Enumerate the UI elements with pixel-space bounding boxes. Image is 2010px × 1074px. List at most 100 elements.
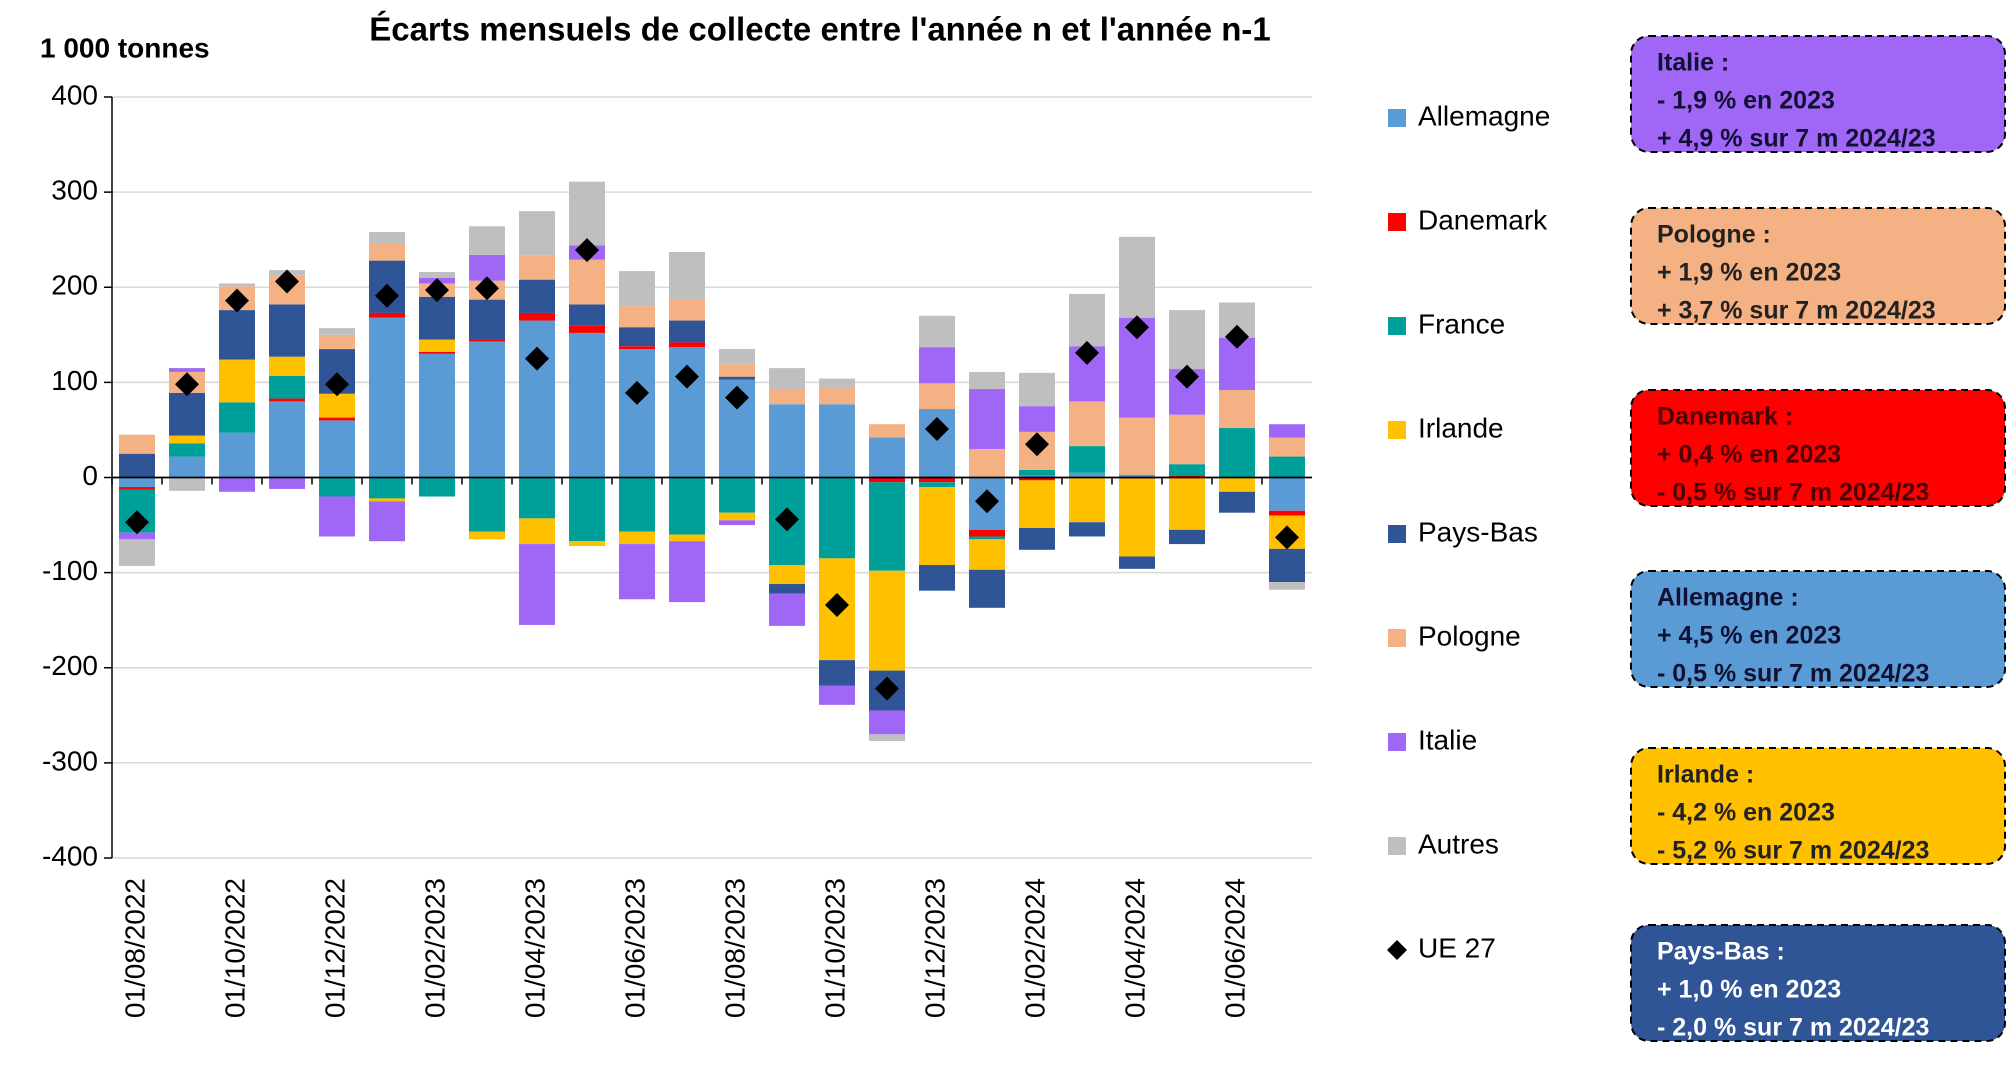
bar-segment: [719, 512, 755, 521]
bar-segment: [519, 255, 555, 280]
bar-segment: [469, 531, 505, 540]
marker: [375, 283, 399, 308]
annotation-text: Pologne :: [1657, 221, 1771, 249]
bar-segment: [569, 541, 605, 546]
bar-segment: [269, 356, 305, 376]
bar-segment: [369, 501, 405, 542]
annotation-text: - 0,5 % sur 7 m 2024/23: [1657, 660, 1929, 688]
annotation-text: Italie :: [1657, 49, 1729, 77]
annotation-text: - 5,2 % sur 7 m 2024/23: [1657, 837, 1929, 865]
bar-segment: [1169, 414, 1205, 465]
bar-segment: [319, 496, 355, 537]
bar-segment: [369, 232, 405, 244]
marker: [825, 592, 849, 617]
legend-label: Italie: [1418, 724, 1477, 755]
legend-swatch: [1388, 421, 1406, 439]
bar-segment: [119, 487, 155, 490]
bar-segment: [1019, 372, 1055, 407]
bar-segment: [469, 341, 505, 478]
bar-segment: [169, 443, 205, 457]
bar-segment: [669, 342, 705, 348]
bar-segment: [1019, 477, 1055, 481]
y-tick-label: -200: [42, 650, 98, 681]
bar-segment: [719, 520, 755, 526]
bar-segment: [619, 477, 655, 532]
bar-segment: [1019, 527, 1055, 550]
bar-segment: [819, 660, 855, 686]
marker: [725, 385, 749, 410]
bar-segment: [919, 347, 955, 384]
bar-segment: [569, 325, 605, 333]
bar-segment: [369, 317, 405, 478]
bar-segment: [869, 437, 905, 478]
bar-segment: [1069, 401, 1105, 447]
annotation-text: + 3,7 % sur 7 m 2024/23: [1657, 297, 1936, 325]
bar-segment: [569, 332, 605, 478]
bar-segment: [1019, 480, 1055, 528]
bar-segment: [469, 299, 505, 340]
bar-segment: [119, 477, 155, 488]
bar-segment: [919, 565, 955, 591]
marker: [925, 416, 949, 441]
bar-segment: [1069, 522, 1105, 537]
legend-swatch: [1388, 525, 1406, 543]
bar-segment: [569, 259, 605, 305]
bar-segment: [119, 532, 155, 540]
marker: [125, 510, 149, 535]
bar-segment: [619, 346, 655, 350]
legend-marker: [1387, 940, 1407, 960]
marker: [225, 288, 249, 313]
x-tick-label: 01/12/2023: [919, 878, 950, 1018]
legend-swatch: [1388, 213, 1406, 231]
annotation-text: - 1,9 % en 2023: [1657, 87, 1835, 115]
annotation-text: Allemagne :: [1657, 584, 1799, 612]
x-tick-label: 01/12/2022: [319, 878, 350, 1018]
marker: [875, 676, 899, 701]
x-tick-label: 01/06/2024: [1219, 878, 1250, 1018]
annotation-text: + 1,9 % en 2023: [1657, 259, 1841, 287]
bar-segment: [319, 334, 355, 350]
bar-segment: [1169, 310, 1205, 370]
marker: [675, 364, 699, 389]
bar-segment: [619, 544, 655, 600]
marker: [1275, 525, 1299, 550]
bar-segment: [1269, 424, 1305, 438]
x-tick-label: 01/10/2023: [819, 878, 850, 1018]
legend-swatch: [1388, 317, 1406, 335]
bar-segment: [969, 448, 1005, 478]
bar-segment: [869, 482, 905, 571]
bar-segment: [619, 271, 655, 307]
annotation-text: + 4,5 % en 2023: [1657, 622, 1841, 650]
bar-segment: [1119, 474, 1155, 478]
marker: [525, 346, 549, 371]
annotation-box: [1630, 207, 2006, 325]
legend-label: Pays-Bas: [1418, 516, 1538, 547]
annotation-text: Danemark :: [1657, 403, 1793, 431]
marker: [275, 269, 299, 294]
bar-segment: [469, 477, 505, 532]
bar-segment: [769, 584, 805, 594]
bar-segment: [169, 477, 205, 491]
bar-segment: [419, 353, 455, 478]
legend-label: France: [1418, 308, 1505, 339]
bar-segment: [919, 482, 955, 488]
bar-segment: [1219, 477, 1255, 492]
bar-segment: [1119, 556, 1155, 569]
bar-segment: [269, 398, 305, 402]
legend-label: Danemark: [1418, 204, 1548, 235]
bar-segment: [169, 435, 205, 444]
bar-segment: [1069, 446, 1105, 473]
bar-segment: [219, 477, 255, 492]
x-tick-label: 01/02/2024: [1019, 878, 1050, 1018]
bar-segment: [269, 401, 305, 478]
x-tick-label: 01/06/2023: [619, 878, 650, 1018]
marker: [175, 372, 199, 397]
y-tick-label: -400: [42, 840, 98, 871]
bar-segment: [219, 432, 255, 478]
annotation-box: [1630, 570, 2006, 688]
y-tick-label: 300: [51, 175, 98, 206]
annotation-text: - 4,2 % en 2023: [1657, 799, 1835, 827]
bar-segment: [119, 434, 155, 454]
bar-segment: [669, 477, 705, 535]
x-tick-label: 01/04/2024: [1119, 878, 1150, 1018]
